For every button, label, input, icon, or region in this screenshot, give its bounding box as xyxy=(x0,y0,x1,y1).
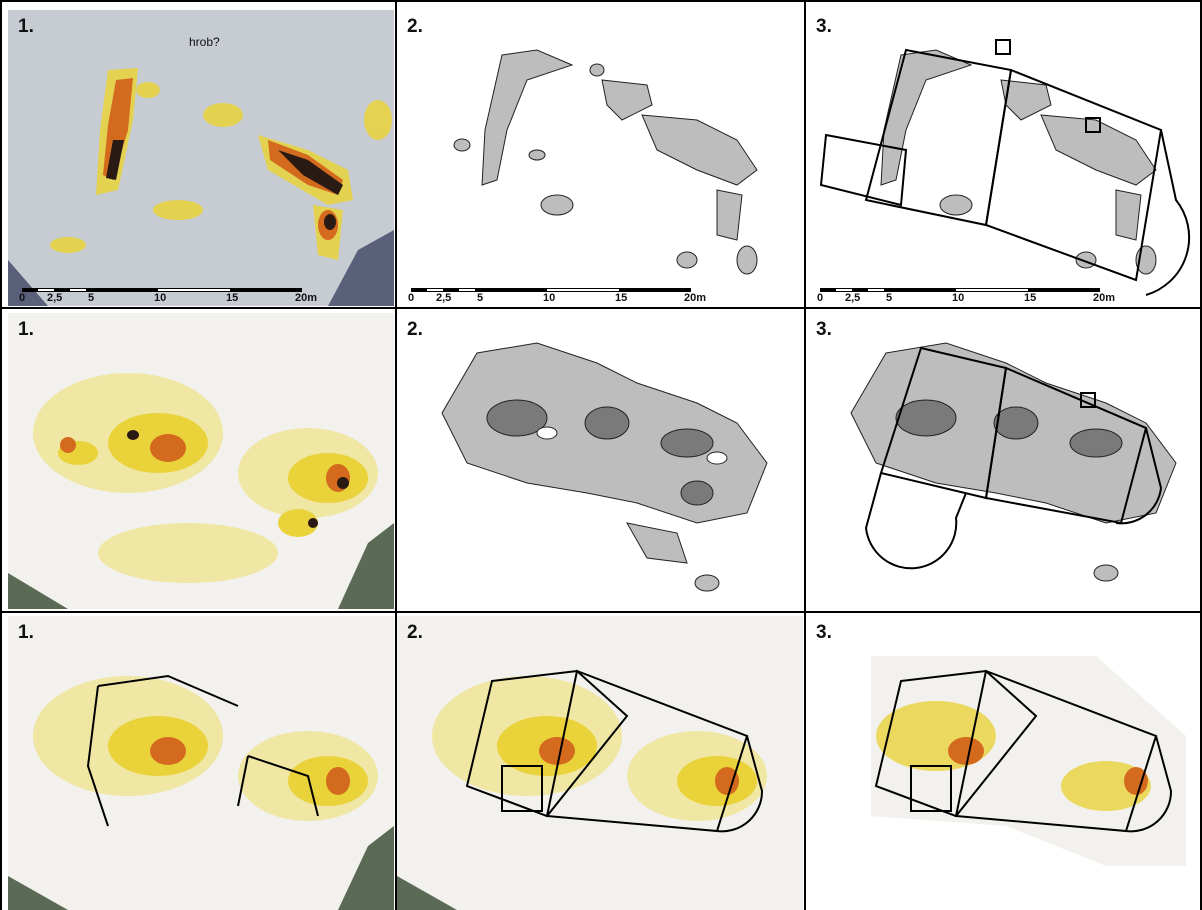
panel-r2-c2: 2. xyxy=(397,313,803,609)
panel-r1-c3: 3. 0 2,5 5 10 15 20m xyxy=(806,10,1196,306)
grid-line xyxy=(1200,0,1202,910)
scale-tick-label: 15 xyxy=(615,292,628,304)
annotation-hrob: hrob? xyxy=(189,35,220,49)
scale-tick-label: 2,5 xyxy=(436,292,452,304)
panel-number: 3. xyxy=(816,16,832,37)
scale-tick-label: 10 xyxy=(952,292,965,304)
scale-tick-label: 0 xyxy=(19,292,26,304)
magnetometry-interpretation-r3c3 xyxy=(806,616,1196,910)
scale-tick-label: 15 xyxy=(226,292,239,304)
scale-tick-label: 2,5 xyxy=(845,292,861,304)
magnetometry-interpretation-r3c1 xyxy=(8,616,394,910)
scale-tick-label: 20m xyxy=(684,292,707,304)
scale-tick-label: 20m xyxy=(1093,292,1116,304)
scale-tick-label: 15 xyxy=(1024,292,1037,304)
grid-line xyxy=(395,0,397,910)
panel-r3-c3: 3. xyxy=(806,616,1196,910)
scale-bar xyxy=(22,288,302,292)
panel-r2-c1: 1. xyxy=(8,313,394,609)
magnetometry-map-r1c1 xyxy=(8,10,394,306)
scale-tick-label: 10 xyxy=(154,292,167,304)
anomaly-outline-map-r1c2 xyxy=(453,49,758,275)
grid-line xyxy=(0,307,1202,309)
scale-bar xyxy=(411,288,691,292)
panel-number: 3. xyxy=(816,319,832,340)
panel-number: 2. xyxy=(407,16,423,37)
panel-r1-c2: 2. 0 2,5 5 10 15 20m xyxy=(397,10,803,306)
scale-tick-label: 20m xyxy=(295,292,318,304)
panel-r3-c2: 2. xyxy=(397,616,803,910)
magnetometry-interpretation-r3c2 xyxy=(397,616,803,910)
panel-number: 1. xyxy=(18,16,34,37)
panel-r3-c1: 1. xyxy=(8,616,394,910)
interpretation-map-r1c3 xyxy=(819,39,1191,296)
scale-tick-label: 0 xyxy=(817,292,824,304)
panel-number: 2. xyxy=(407,622,423,643)
panel-number: 3. xyxy=(816,622,832,643)
grid-line xyxy=(0,0,2,910)
scale-tick-label: 5 xyxy=(477,292,484,304)
scale-tick-label: 2,5 xyxy=(47,292,63,304)
panel-number: 2. xyxy=(407,319,423,340)
grid-line xyxy=(0,0,1202,2)
scale-bar xyxy=(820,288,1100,292)
panel-number: 1. xyxy=(18,319,34,340)
scale-tick-label: 10 xyxy=(543,292,556,304)
magnetometry-map-r2c1 xyxy=(8,313,394,609)
contour-map-r2c2 xyxy=(441,342,768,592)
scale-tick-label: 5 xyxy=(88,292,95,304)
panel-number: 1. xyxy=(18,622,34,643)
scale-tick-label: 5 xyxy=(886,292,893,304)
grid-line xyxy=(804,0,806,910)
contour-interpretation-r2c3 xyxy=(850,342,1177,582)
panel-r2-c3: 3. xyxy=(806,313,1196,609)
scale-tick-label: 0 xyxy=(408,292,415,304)
grid-line xyxy=(0,611,1202,613)
panel-r1-c1: 1. hrob? 0 2,5 5 10 15 20m xyxy=(8,10,394,306)
